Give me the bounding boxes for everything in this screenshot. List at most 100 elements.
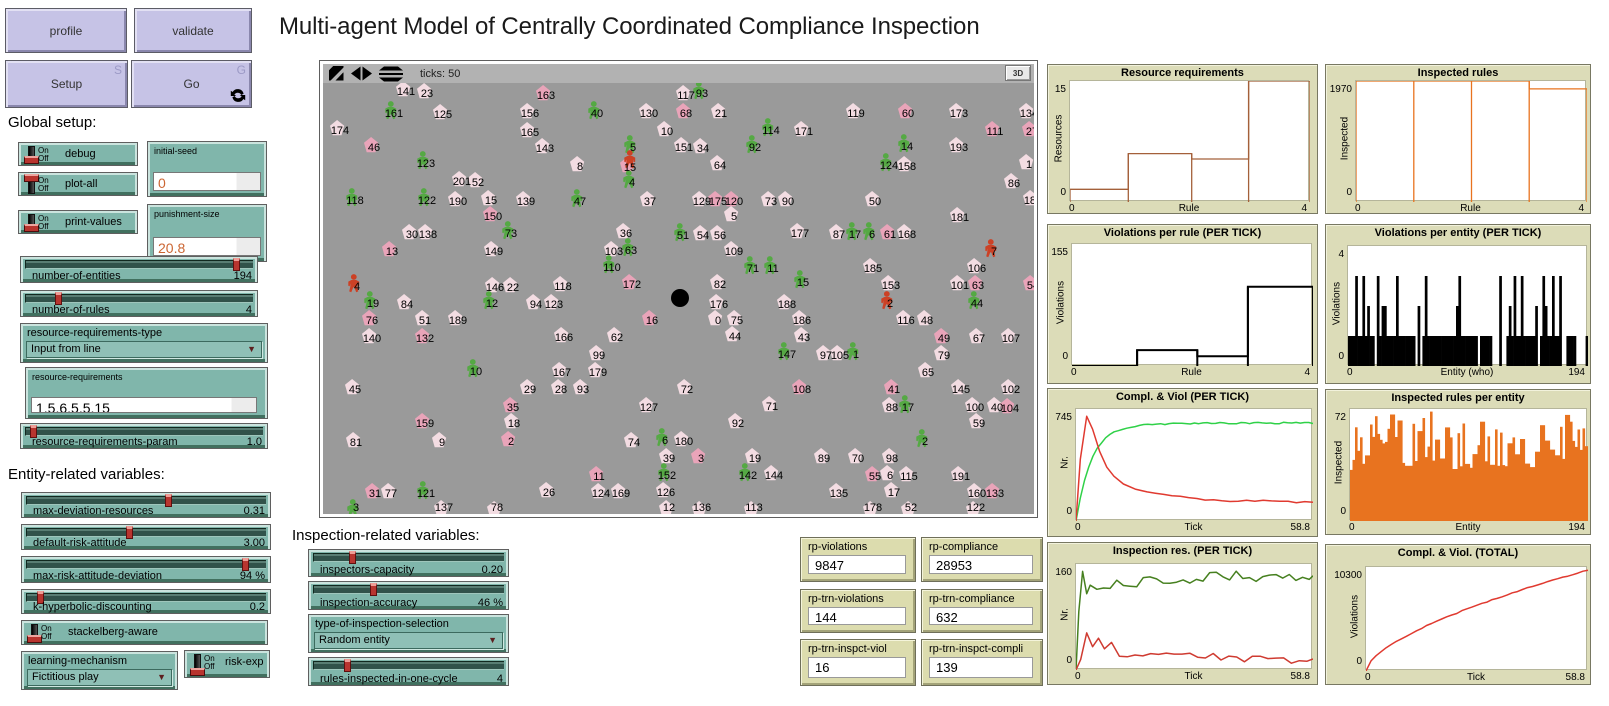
svg-text:5: 5: [630, 142, 636, 154]
svg-text:163: 163: [537, 90, 555, 102]
svg-text:1: 1: [1026, 159, 1032, 171]
svg-text:74: 74: [628, 437, 640, 449]
svg-text:73: 73: [505, 228, 517, 240]
svg-text:93: 93: [577, 384, 589, 396]
svg-text:51: 51: [419, 315, 431, 327]
svg-text:86: 86: [1008, 178, 1020, 190]
svg-text:81: 81: [350, 437, 362, 449]
svg-text:201: 201: [453, 176, 471, 188]
svg-text:102: 102: [1002, 384, 1020, 396]
svg-text:63: 63: [972, 280, 984, 292]
svg-text:1: 1: [853, 349, 859, 361]
svg-text:27: 27: [1026, 126, 1034, 138]
svg-text:8: 8: [577, 161, 583, 173]
svg-text:143: 143: [536, 143, 554, 155]
svg-text:175: 175: [709, 196, 727, 208]
svg-text:79: 79: [938, 350, 950, 362]
svg-text:124: 124: [880, 160, 898, 172]
svg-text:17: 17: [849, 229, 861, 241]
svg-text:144: 144: [765, 470, 783, 482]
svg-text:2: 2: [508, 436, 514, 448]
svg-text:145: 145: [952, 384, 970, 396]
svg-text:100: 100: [966, 402, 984, 414]
svg-text:14: 14: [901, 141, 913, 153]
svg-text:82: 82: [714, 279, 726, 291]
svg-text:160: 160: [968, 488, 986, 500]
svg-text:174: 174: [331, 125, 349, 137]
svg-text:182: 182: [1024, 195, 1034, 207]
svg-text:17: 17: [902, 402, 914, 414]
svg-text:6: 6: [662, 435, 668, 447]
svg-text:65: 65: [922, 367, 934, 379]
svg-text:56: 56: [714, 230, 726, 242]
svg-text:37: 37: [644, 196, 656, 208]
svg-text:104: 104: [1001, 403, 1019, 415]
svg-text:23: 23: [421, 88, 433, 100]
svg-text:3: 3: [353, 502, 359, 514]
svg-text:125: 125: [434, 109, 452, 121]
svg-text:84: 84: [401, 299, 413, 311]
svg-text:92: 92: [749, 142, 761, 154]
svg-text:147: 147: [778, 349, 796, 361]
svg-text:59: 59: [973, 418, 985, 430]
svg-text:130: 130: [640, 108, 658, 120]
svg-text:127: 127: [640, 402, 658, 414]
svg-text:45: 45: [349, 384, 361, 396]
svg-text:140: 140: [363, 333, 381, 345]
svg-text:30: 30: [406, 229, 418, 241]
svg-text:34: 34: [697, 143, 709, 155]
svg-text:151: 151: [675, 142, 693, 154]
svg-text:189: 189: [449, 315, 467, 327]
svg-text:193: 193: [950, 142, 968, 154]
svg-text:77: 77: [385, 488, 397, 500]
svg-text:117: 117: [677, 90, 695, 102]
svg-text:158: 158: [898, 161, 916, 173]
svg-text:78: 78: [491, 502, 503, 514]
svg-text:114: 114: [762, 125, 780, 137]
svg-text:19: 19: [749, 453, 761, 465]
svg-text:191: 191: [952, 471, 970, 483]
svg-text:149: 149: [485, 246, 503, 258]
svg-text:89: 89: [818, 453, 830, 465]
svg-text:173: 173: [950, 108, 968, 120]
svg-text:35: 35: [507, 402, 519, 414]
svg-text:118: 118: [554, 281, 572, 293]
svg-text:165: 165: [521, 127, 539, 139]
svg-text:60: 60: [902, 108, 914, 120]
svg-text:152: 152: [658, 470, 676, 482]
svg-text:6: 6: [869, 229, 875, 241]
svg-text:44: 44: [971, 298, 983, 310]
svg-text:135: 135: [830, 488, 848, 500]
svg-text:40: 40: [591, 108, 603, 120]
svg-text:17: 17: [888, 487, 900, 499]
svg-text:179: 179: [589, 367, 607, 379]
svg-text:4: 4: [354, 281, 360, 293]
svg-text:123: 123: [417, 158, 435, 170]
svg-text:0: 0: [715, 315, 721, 327]
svg-text:113: 113: [745, 502, 763, 514]
svg-text:87: 87: [833, 229, 845, 241]
svg-text:13: 13: [386, 246, 398, 258]
svg-text:110: 110: [603, 262, 621, 274]
svg-text:39: 39: [663, 453, 675, 465]
svg-text:36: 36: [620, 228, 632, 240]
svg-text:121: 121: [417, 488, 435, 500]
svg-text:10: 10: [470, 366, 482, 378]
svg-text:71: 71: [766, 401, 778, 413]
svg-text:98: 98: [886, 453, 898, 465]
svg-text:62: 62: [611, 332, 623, 344]
svg-text:55: 55: [869, 471, 881, 483]
svg-text:123: 123: [545, 299, 563, 311]
svg-text:138: 138: [419, 229, 437, 241]
svg-text:44: 44: [729, 331, 741, 343]
svg-text:146: 146: [486, 282, 504, 294]
svg-text:12: 12: [663, 502, 675, 514]
svg-text:118: 118: [346, 195, 364, 207]
svg-text:107: 107: [1002, 333, 1020, 345]
svg-text:54: 54: [1027, 280, 1034, 292]
svg-text:129: 129: [693, 196, 711, 208]
svg-text:90: 90: [782, 196, 794, 208]
svg-text:64: 64: [714, 160, 726, 172]
svg-text:46: 46: [368, 142, 380, 154]
svg-text:88: 88: [886, 402, 898, 414]
